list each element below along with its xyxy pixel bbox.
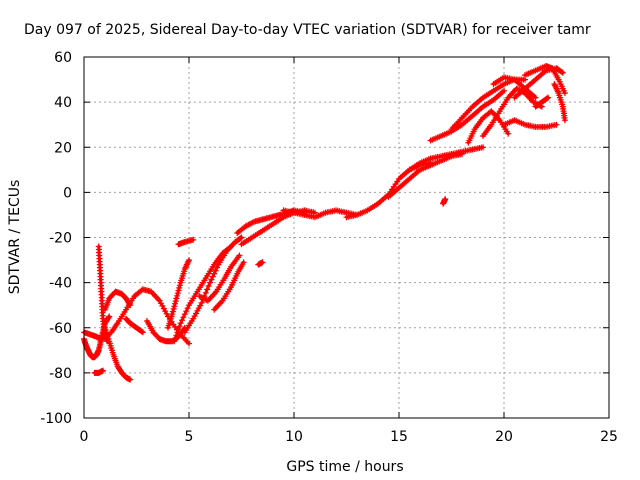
data-point-marker — [544, 95, 550, 102]
data-point-marker — [99, 367, 106, 374]
x-axis-label: GPS time / hours — [286, 459, 403, 475]
data-point-marker — [172, 298, 179, 305]
data-point-marker — [259, 259, 266, 266]
data-point-marker — [559, 69, 566, 76]
series-track-8 — [123, 315, 146, 336]
y-tick-label: 0 — [63, 185, 72, 201]
data-point-marker — [106, 313, 113, 320]
series-track-28 — [490, 74, 539, 101]
data-point-marker — [175, 326, 182, 333]
data-point-marker — [205, 283, 212, 289]
data-point-marker — [169, 308, 176, 315]
series-track-33 — [551, 81, 568, 124]
series-track-3 — [95, 243, 111, 345]
y-axis-label: SDTVAR / TECUs — [7, 180, 23, 295]
x-tick-label: 15 — [390, 429, 408, 445]
data-point-marker — [240, 259, 247, 266]
data-point-marker — [545, 94, 552, 101]
data-point-marker — [176, 282, 183, 289]
series-line — [103, 326, 132, 382]
y-tick-label: -100 — [40, 411, 72, 427]
data-point-marker — [480, 144, 486, 151]
data-point-marker — [236, 252, 243, 259]
series-track-14 — [196, 252, 243, 304]
axis-ticks: 0 5 10 15 20 25 -100 -80 -60 -40 -20 0 20 40 60 — [40, 50, 618, 445]
series-track-7 — [108, 286, 192, 347]
data-point-marker — [442, 196, 449, 203]
series-track-9 — [144, 318, 188, 345]
data-point-marker — [558, 69, 565, 75]
series-track-26 — [465, 108, 512, 146]
y-tick-label: 60 — [54, 50, 72, 66]
data-point-marker — [561, 117, 568, 124]
series-track-15 — [211, 259, 247, 313]
data-point-marker — [174, 290, 181, 297]
data-point-marker — [501, 87, 507, 94]
data-point-marker — [186, 340, 192, 347]
series-track-19 — [280, 207, 360, 221]
data-point-marker — [127, 376, 134, 383]
series-track-12 — [175, 236, 197, 248]
series-track-32 — [532, 94, 552, 110]
series-track-22 — [406, 144, 486, 173]
data-point-marker — [173, 332, 180, 339]
y-tick-label: 40 — [54, 95, 72, 111]
x-tick-label: 25 — [600, 429, 618, 445]
y-tick-label: -20 — [49, 231, 72, 247]
data-point-marker — [186, 257, 192, 264]
series-track-6 — [102, 288, 134, 313]
data-point-marker — [202, 289, 209, 296]
data-point-marker — [176, 323, 183, 330]
y-tick-label: 20 — [54, 140, 72, 156]
data-point-marker — [505, 130, 512, 137]
grid — [84, 57, 609, 418]
series-track-18 — [255, 259, 266, 268]
x-tick-label: 5 — [185, 429, 194, 445]
y-tick-label: -60 — [49, 321, 72, 337]
data-point-marker — [139, 329, 146, 336]
x-tick-label: 20 — [495, 429, 513, 445]
series-track-13 — [181, 234, 245, 336]
y-tick-label: -80 — [49, 366, 72, 382]
data-point-marker — [238, 234, 245, 241]
x-tick-label: 10 — [285, 429, 303, 445]
data-point-marker — [105, 314, 112, 321]
data-point-marker — [138, 328, 145, 335]
data-point-marker — [532, 94, 539, 101]
series-track-31 — [522, 63, 568, 97]
data-point-marker — [553, 121, 560, 128]
series-track-24 — [440, 196, 449, 207]
plot-frame — [83, 56, 610, 419]
data-point-marker — [171, 338, 178, 345]
data-point-marker — [172, 335, 179, 342]
chart-title: Day 097 of 2025, Sidereal Day-to-day VTE… — [24, 22, 591, 38]
series-track-29 — [501, 117, 560, 130]
data-point-marker — [561, 90, 568, 97]
data-point-marker — [190, 236, 197, 243]
series-track-4 — [91, 367, 106, 376]
data-point-marker — [198, 299, 205, 306]
series-track-10 — [165, 257, 192, 331]
data-point-marker — [204, 286, 211, 293]
y-tick-label: -40 — [49, 276, 72, 292]
series-track-5 — [102, 324, 134, 383]
x-tick-label: 0 — [80, 429, 89, 445]
data-point-marker — [237, 235, 244, 242]
data-series — [81, 63, 568, 383]
data-point-marker — [174, 329, 181, 336]
